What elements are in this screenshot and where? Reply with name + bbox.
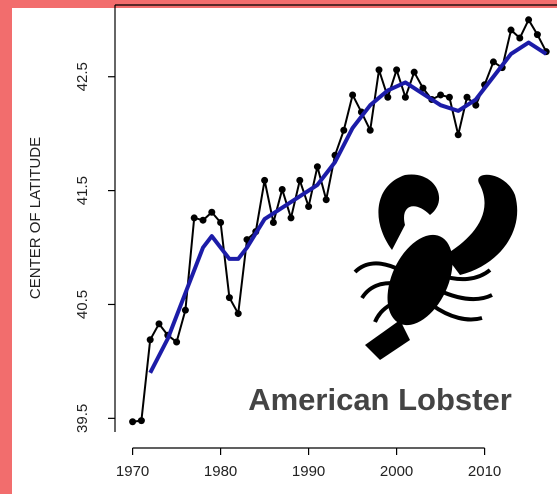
data-point [261, 176, 269, 184]
data-point [234, 310, 242, 318]
data-point [349, 91, 357, 99]
y-tick-label: 40.5 [74, 290, 91, 319]
data-point [305, 203, 313, 211]
data-point [507, 26, 515, 34]
data-point [375, 66, 383, 74]
data-point [173, 338, 181, 346]
y-tick-label: 39.5 [74, 404, 91, 433]
x-tick-label: 1990 [292, 463, 325, 480]
data-point [340, 126, 348, 134]
data-point [287, 214, 295, 222]
data-point [208, 208, 216, 216]
data-point [225, 294, 233, 302]
data-point [278, 185, 286, 193]
trend-line [148, 40, 548, 374]
data-point [384, 93, 392, 101]
y-tick-label: 42.5 [74, 62, 91, 91]
data-point [401, 93, 409, 101]
x-tick-label: 1980 [204, 463, 237, 480]
y-tick-label: 41.5 [74, 176, 91, 205]
data-point [525, 16, 533, 24]
data-point [437, 91, 445, 99]
data-point [516, 34, 524, 42]
annotation: American Lobster [248, 382, 512, 417]
data-point [217, 218, 225, 226]
data-point [296, 176, 304, 184]
data-point [454, 131, 462, 139]
lobster-icon [353, 174, 518, 360]
data-point [199, 216, 207, 224]
data-point [269, 218, 277, 226]
data-point [533, 31, 541, 39]
data-point [366, 126, 374, 134]
data-point [489, 58, 497, 66]
x-tick-label: 1970 [116, 463, 149, 480]
data-point [445, 93, 453, 101]
data-point [146, 336, 154, 344]
data-point [181, 306, 189, 314]
data-point [472, 101, 480, 109]
x-tick-label: 2010 [468, 463, 501, 480]
x-tick-label: 2000 [380, 463, 413, 480]
y-axis-label: CENTER OF LATITUDE [27, 137, 44, 299]
data-point [322, 196, 330, 204]
data-point [463, 93, 471, 101]
data-point [137, 417, 145, 425]
data-point [410, 68, 418, 76]
data-point [393, 66, 401, 74]
data-point [190, 214, 198, 222]
data-point [419, 84, 427, 92]
data-point [313, 163, 321, 171]
data-point [155, 320, 163, 328]
data-point [129, 418, 137, 426]
